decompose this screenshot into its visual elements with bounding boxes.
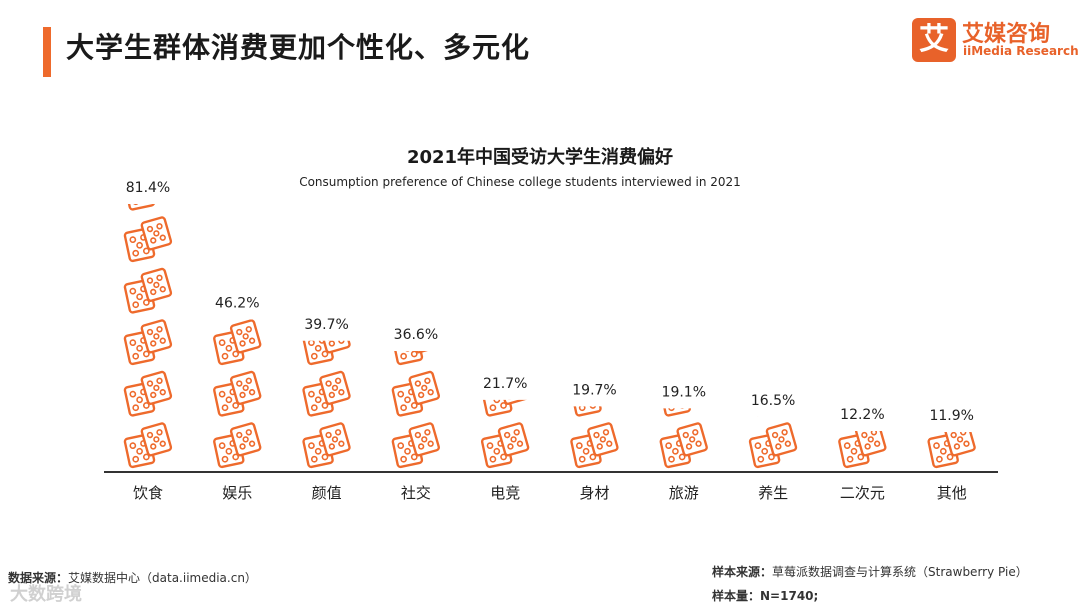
category-label-4: 社交 — [401, 484, 431, 502]
value-label-3: 39.7% — [304, 317, 348, 333]
chart-title: 2021年中国受访大学生消费偏好 — [406, 147, 674, 168]
logo-name-en: iiMedia Research — [963, 44, 1079, 58]
iimedia-logo: 艾 艾媒咨询 iiMedia Research — [912, 18, 1079, 62]
sample-size: 样本量：N=1740; — [712, 587, 818, 604]
sample-source: 样本来源：草莓派数据调查与计算系统（Strawberry Pie） — [712, 563, 1028, 580]
data-source-label: 数据来源： — [8, 571, 69, 585]
value-label-7: 19.1% — [662, 384, 706, 400]
bar-3 — [301, 340, 352, 469]
category-label-10: 其他 — [937, 484, 967, 502]
watermark: 大数跨境 — [10, 584, 82, 605]
value-label-9: 12.2% — [840, 407, 884, 423]
bar-9 — [837, 430, 888, 469]
category-label-2: 娱乐 — [222, 484, 252, 502]
sample-source-text: 草莓派数据调查与计算系统（Strawberry Pie） — [772, 565, 1028, 579]
value-label-10: 11.9% — [929, 408, 973, 424]
value-label-4: 36.6% — [394, 327, 438, 343]
value-label-8: 16.5% — [751, 393, 795, 409]
sample-size-label: 样本量： — [712, 589, 761, 603]
category-label-9: 二次元 — [840, 484, 885, 502]
value-label-5: 21.7% — [483, 376, 527, 392]
value-label-2: 46.2% — [215, 295, 259, 311]
logo-mark-icon: 艾 — [912, 18, 956, 62]
bar-10 — [926, 431, 977, 469]
category-label-7: 旅游 — [669, 484, 699, 502]
page-title: 大学生群体消费更加个性化、多元化 — [66, 31, 531, 64]
value-label-6: 19.7% — [572, 382, 616, 398]
chart-subtitle: Consumption preference of Chinese colleg… — [299, 175, 741, 189]
data-source-text: 艾媒数据中心（data.iimedia.cn） — [68, 571, 257, 585]
bar-8 — [748, 416, 798, 469]
sample-source-label: 样本来源： — [712, 565, 773, 579]
bar-2 — [212, 319, 263, 469]
category-label-8: 养生 — [758, 484, 788, 502]
title-accent-bar — [43, 27, 51, 77]
bar-1 — [123, 203, 173, 469]
sample-size-text: N=1740; — [760, 589, 819, 603]
data-source: 数据来源：艾媒数据中心（data.iimedia.cn） — [8, 569, 257, 586]
category-label-6: 身材 — [579, 484, 609, 502]
category-label-3: 颜值 — [312, 484, 342, 502]
category-label-1: 饮食 — [133, 484, 163, 502]
category-label-5: 电竞 — [490, 484, 520, 502]
value-label-1: 81.4% — [126, 180, 170, 196]
logo-name-cn: 艾媒咨询 — [962, 22, 1051, 47]
